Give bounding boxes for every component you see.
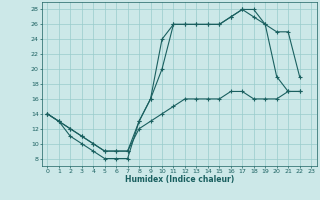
X-axis label: Humidex (Indice chaleur): Humidex (Indice chaleur) bbox=[124, 175, 234, 184]
